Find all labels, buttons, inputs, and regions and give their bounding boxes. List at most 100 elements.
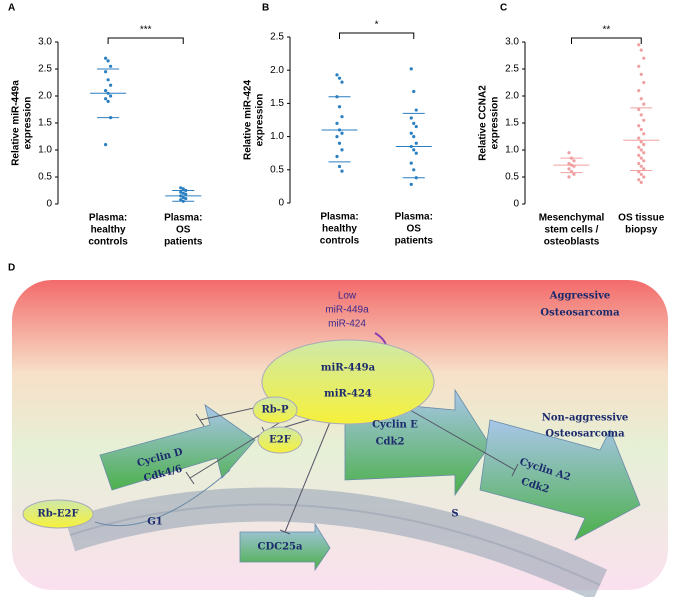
data-point [642, 159, 646, 163]
center-label: miR-424 [324, 389, 372, 400]
data-point [642, 118, 646, 122]
panel-label: C [500, 3, 507, 14]
rb-e2f-node [22, 499, 94, 529]
data-point [414, 108, 418, 112]
data-point [104, 97, 108, 101]
data-point [340, 169, 344, 173]
data-point [337, 76, 342, 80]
data-point [639, 172, 643, 176]
data-point [639, 148, 643, 152]
data-point [179, 186, 183, 190]
data-point [639, 140, 643, 144]
data-point [637, 178, 641, 182]
x-tick-label: healthy [91, 225, 126, 236]
data-point [637, 161, 641, 166]
data-point [340, 115, 344, 119]
data-point [181, 187, 185, 191]
x-tick-label: patients [164, 237, 203, 248]
y-tick-label: 2.0 [38, 91, 52, 102]
significance-bracket [571, 37, 642, 44]
data-point [642, 80, 646, 85]
e2f-label: E2F [269, 435, 291, 446]
x-tick-label: patients [395, 236, 434, 247]
panel-label: A [8, 3, 15, 14]
data-point [639, 180, 643, 184]
data-point [639, 156, 643, 160]
y-tick-label: 3.0 [505, 37, 519, 48]
data-point [412, 135, 416, 139]
aggressive-label: Osteosarcoma [540, 308, 620, 319]
data-point [179, 190, 183, 194]
low-label: Low [338, 291, 357, 302]
low-label: miR-424 [328, 319, 366, 330]
data-point [412, 121, 416, 125]
significance-label: ** [602, 25, 610, 36]
data-point [637, 64, 641, 68]
aggressive-label: Aggressive [549, 291, 611, 302]
data-point [637, 153, 641, 157]
x-tick-label: Mesenchymal [539, 213, 605, 224]
cdc25a-label: CDC25a [258, 542, 304, 553]
y-tick-label: 0 [513, 199, 519, 210]
y-tick-label: 0.5 [38, 172, 52, 183]
data-point [642, 102, 646, 106]
data-point [104, 56, 108, 60]
data-point [639, 48, 643, 52]
y-axis-label: expression [23, 97, 34, 150]
data-point [340, 131, 344, 135]
data-point [639, 97, 643, 101]
y-tick-label: 1.5 [505, 118, 519, 129]
data-point [642, 56, 646, 60]
rb-e2f-label: Rb-E2F [37, 509, 78, 520]
cdc25a-arrow [239, 522, 331, 572]
data-point [335, 121, 339, 125]
x-tick-label: healthy [322, 224, 357, 235]
non-aggressive-label: Osteosarcoma [545, 429, 625, 440]
y-tick-label: 0 [46, 199, 52, 210]
data-point [106, 99, 110, 103]
data-point [104, 89, 108, 93]
data-point [637, 89, 641, 93]
x-tick-label: controls [88, 237, 128, 248]
data-point [106, 59, 110, 63]
data-point [106, 78, 110, 82]
data-point [637, 145, 641, 149]
data-point [642, 132, 646, 136]
data-point [412, 148, 416, 152]
data-point [409, 67, 413, 71]
panel-label: D [8, 263, 15, 274]
panel-label: B [262, 3, 269, 14]
data-point [109, 64, 113, 68]
data-point [337, 141, 342, 145]
y-axis-label: Relative miR-424 [243, 80, 254, 160]
data-point [184, 197, 188, 201]
data-point [414, 151, 418, 155]
y-tick-label: 1.0 [38, 145, 52, 156]
data-point [637, 124, 641, 128]
x-tick-label: stem cells / [545, 225, 599, 236]
data-point [409, 116, 413, 120]
y-tick-label: 2.5 [270, 32, 284, 43]
data-point [642, 143, 646, 147]
x-tick-label: OS tissue [618, 213, 665, 224]
significance-bracket [107, 37, 184, 44]
data-point [104, 70, 108, 74]
data-point [184, 192, 188, 196]
y-tick-label: 0 [278, 198, 284, 209]
data-point [642, 167, 646, 171]
data-point [637, 107, 641, 112]
y-tick-label: 1.5 [38, 118, 52, 129]
data-point [109, 94, 113, 98]
e2f-node [257, 426, 303, 454]
data-point [567, 161, 571, 166]
data-point [181, 195, 185, 200]
non-aggressive-label: Non-aggressive [542, 413, 629, 424]
data-point [639, 113, 643, 117]
data-point [181, 191, 185, 195]
data-point [335, 154, 339, 159]
data-point [335, 135, 339, 139]
y-axis-label: expression [255, 94, 266, 147]
data-point [642, 151, 646, 155]
s-label: S [451, 509, 458, 520]
data-point [567, 175, 571, 179]
